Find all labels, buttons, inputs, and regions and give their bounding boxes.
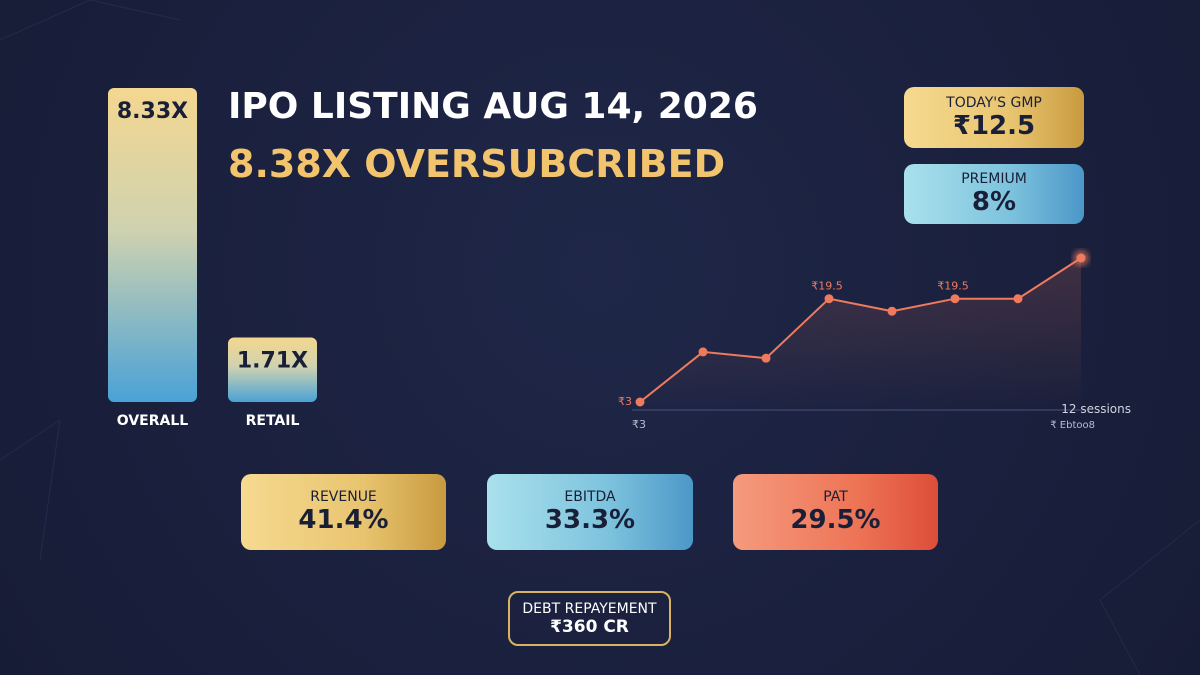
bar-category-label: OVERALL [117,413,188,429]
card-value: 8% [971,187,1017,217]
bar-value-label: 8.33X [117,99,188,124]
card-value: 29.5% [790,505,881,535]
bar-value-label: 1.71X [237,349,308,374]
point [1013,294,1023,304]
line [639,257,1082,403]
card-value: ₹12.5 [952,110,1036,141]
metric-card: PAT 29.5% [733,474,938,550]
card-value: 33.3% [544,505,636,535]
point [950,294,960,304]
metric-card: EBITDA 33.3% [487,474,693,550]
card-label: DEBT REPAYEMENT [522,600,657,617]
metric-card: REVENUE 41.4% [241,474,446,550]
point [1076,253,1086,263]
card-label: TODAY'S GMP [946,94,1042,111]
point [887,306,897,316]
title: IPO LISTING AUG 14, 2026 [228,86,758,127]
premium-card: PREMIUM 8% [904,164,1084,224]
card-label: EBITDA [564,489,616,505]
point [635,397,645,407]
point-label: ₹3 [618,395,632,408]
card-value: ₹360 CR [550,616,629,637]
card-label: REVENUE [310,489,377,505]
card-label: PAT [823,489,848,505]
x-axis-label: 12 sessions [1061,402,1131,416]
x-start-label: ₹3 [632,418,646,431]
point-label: ₹19.5 [811,280,843,293]
x-end-label: ₹ Ebtoo8 [1050,420,1095,431]
line-area [640,258,1081,410]
debt-card: DEBT REPAYEMENT ₹360 CR [508,591,671,646]
gmp-card: TODAY'S GMP ₹12.5 [904,87,1084,148]
bar-category-label: RETAIL [246,413,300,429]
point [698,347,708,357]
point-label: ₹19.5 [937,280,969,293]
bar [228,337,317,402]
bar [108,88,197,402]
point [761,353,771,363]
subtitle: 8.38X OVERSUBCRIBED [228,142,726,186]
card-label: PREMIUM [961,171,1027,187]
point [824,294,834,304]
card-value: 41.4% [298,505,389,535]
